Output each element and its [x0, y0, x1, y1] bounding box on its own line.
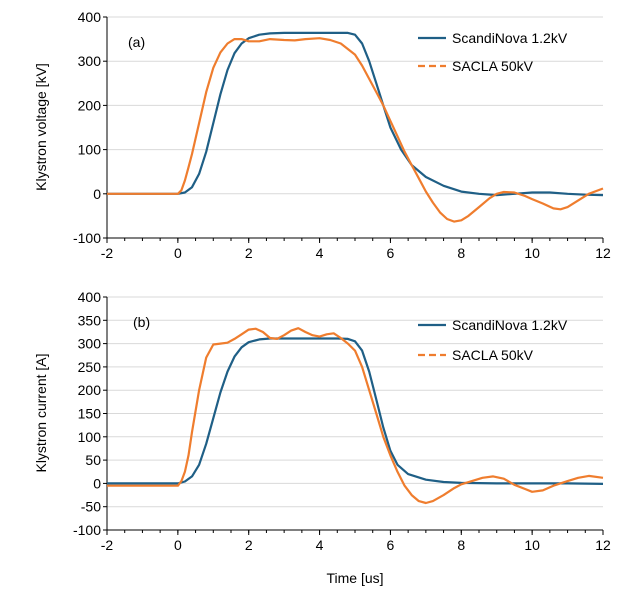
y-tick-label: 300	[78, 336, 102, 352]
y-tick-label: 200	[78, 97, 102, 113]
x-tick-label: 2	[245, 537, 253, 553]
x-tick-label: 10	[524, 245, 540, 261]
y-tick-label: -100	[73, 522, 101, 538]
panel-label: (b)	[133, 314, 150, 330]
x-tick-label: 6	[387, 245, 395, 261]
y-tick-label: 150	[78, 406, 102, 422]
y-axis-title: Klystron current [A]	[33, 353, 49, 472]
y-tick-label: 400	[78, 9, 102, 25]
x-tick-label: 8	[457, 537, 465, 553]
x-tick-label: 4	[316, 245, 324, 261]
y-tick-label: 0	[93, 475, 101, 491]
x-tick-label: 0	[174, 245, 182, 261]
x-tick-label: -2	[101, 537, 114, 553]
y-tick-label: 350	[78, 312, 102, 328]
panel-b: -100 -50 0 50 100 150 200 250 300 350 400 -2 0 2 4 6 8 10…	[33, 289, 611, 553]
y-tick-label: 400	[78, 289, 102, 305]
x-tick-label: 12	[595, 245, 611, 261]
x-tick-label: 2	[245, 245, 253, 261]
y-tick-label: 300	[78, 53, 102, 69]
x-tick-label: 10	[524, 537, 540, 553]
series-line-sacla	[107, 327, 604, 505]
y-tick-label: 250	[78, 359, 102, 375]
y-tick-label: 100	[78, 429, 102, 445]
x-tick-label: 4	[316, 537, 324, 553]
legend-label: ScandiNova 1.2kV	[452, 30, 568, 46]
x-tick-label: 6	[387, 537, 395, 553]
y-tick-label: 200	[78, 382, 102, 398]
y-tick-label: 0	[93, 186, 101, 202]
series-line-scandinova	[107, 31, 604, 197]
legend-label: SACLA 50kV	[452, 347, 534, 363]
x-axis-title: Time [us]	[326, 570, 383, 586]
series-line-sacla	[107, 37, 604, 223]
y-axis-title: Klystron voltage [kV]	[33, 63, 49, 191]
x-tick-label: 0	[174, 537, 182, 553]
y-tick-label: 50	[85, 452, 101, 468]
x-tick-label: 8	[457, 245, 465, 261]
legend-label: SACLA 50kV	[452, 58, 534, 74]
y-tick-label: -50	[81, 499, 101, 515]
y-tick-label: -100	[73, 230, 101, 246]
legend-label: ScandiNova 1.2kV	[452, 317, 568, 333]
series-line-scandinova	[107, 337, 604, 485]
y-tick-label: 100	[78, 142, 102, 158]
x-tick-label: 12	[595, 537, 611, 553]
x-tick-label: -2	[101, 245, 114, 261]
panel-label: (a)	[128, 34, 145, 50]
panel-a: -100 0 100 200 300 400 -2 0 2 4 6 8 10 12 Klystron vol…	[33, 9, 611, 261]
